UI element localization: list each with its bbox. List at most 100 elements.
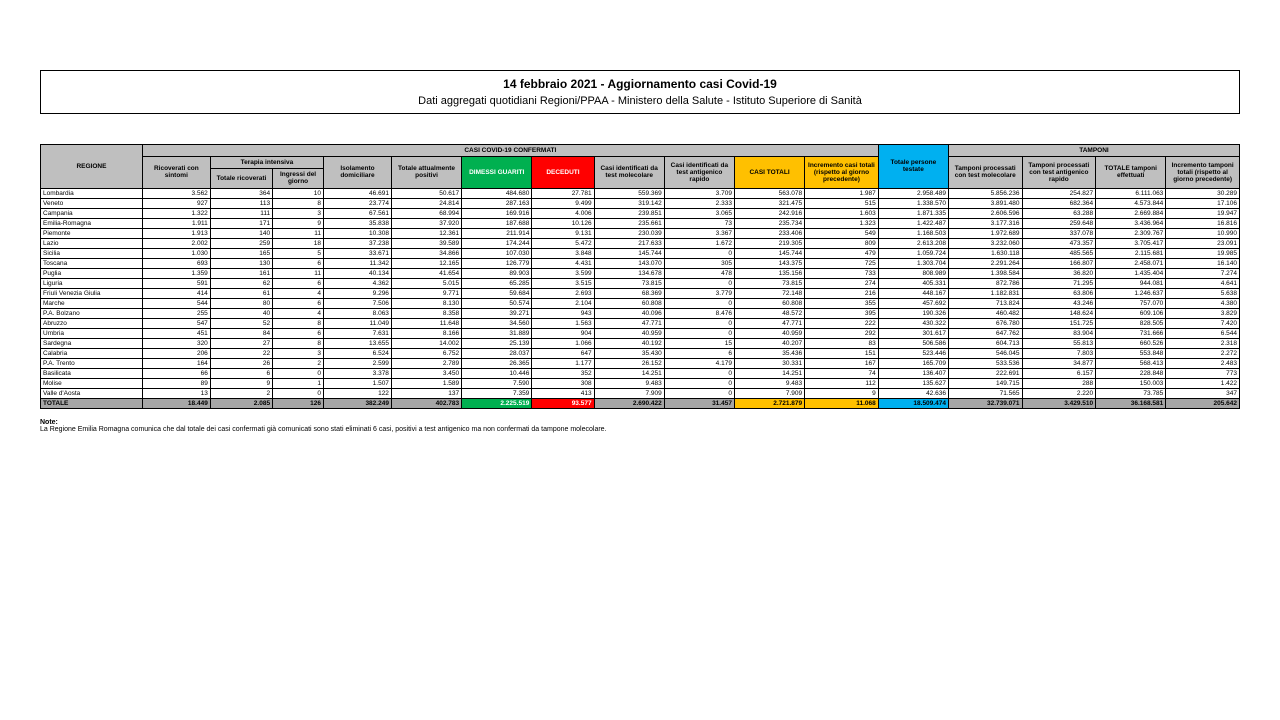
data-cell: 14.002: [391, 338, 461, 348]
data-cell: 1.672: [664, 238, 734, 248]
total-row: TOTALE18.4492.085126382.249402.7832.225.…: [41, 398, 1240, 408]
data-cell: 84: [210, 328, 272, 338]
data-cell: 3.429.510: [1022, 398, 1096, 408]
region-cell: P.A. Bolzano: [41, 308, 143, 318]
data-cell: 8.476: [664, 308, 734, 318]
data-cell: 35.430: [594, 348, 664, 358]
data-cell: 10.990: [1166, 228, 1240, 238]
data-cell: 3.709: [664, 188, 734, 198]
table-row: Marche5448067.5068.13050.5742.10460.8080…: [41, 298, 1240, 308]
data-cell: 165: [210, 248, 272, 258]
data-cell: 34.560: [462, 318, 532, 328]
region-cell: Marche: [41, 298, 143, 308]
data-cell: 122: [324, 388, 392, 398]
data-cell: 1.589: [391, 378, 461, 388]
data-cell: 944.081: [1096, 278, 1166, 288]
data-cell: 430.322: [878, 318, 948, 328]
data-cell: 451: [142, 328, 210, 338]
data-cell: 30.331: [734, 358, 804, 368]
data-cell: 40.096: [594, 308, 664, 318]
data-cell: 11.068: [805, 398, 879, 408]
data-cell: 1.630.118: [948, 248, 1022, 258]
col-7: DECEDUTI: [532, 157, 594, 188]
data-cell: 473.357: [1022, 238, 1096, 248]
data-cell: 287.163: [462, 198, 532, 208]
data-cell: 8: [273, 338, 324, 348]
data-cell: 1.911: [142, 218, 210, 228]
data-cell: 50.617: [391, 188, 461, 198]
data-cell: 4.641: [1166, 278, 1240, 288]
data-cell: 255: [142, 308, 210, 318]
data-cell: 9.483: [734, 378, 804, 388]
data-cell: 39.271: [462, 308, 532, 318]
data-cell: 2.115.681: [1096, 248, 1166, 258]
data-cell: 73.815: [594, 278, 664, 288]
data-cell: 6: [273, 298, 324, 308]
data-cell: 2.789: [391, 358, 461, 368]
data-cell: 364: [210, 188, 272, 198]
data-cell: 37.920: [391, 218, 461, 228]
report-subtitle: Dati aggregati quotidiani Regioni/PPAA -…: [49, 95, 1231, 107]
table-row: Liguria5916264.3625.01565.2853.51573.815…: [41, 278, 1240, 288]
region-cell: Sicilia: [41, 248, 143, 258]
data-cell: 219.305: [734, 238, 804, 248]
data-cell: 9.771: [391, 288, 461, 298]
table-row: Emilia-Romagna1.911171935.83837.920187.6…: [41, 218, 1240, 228]
data-cell: 230.039: [594, 228, 664, 238]
data-cell: 26: [210, 358, 272, 368]
data-cell: 1.435.404: [1096, 268, 1166, 278]
data-cell: 12.165: [391, 258, 461, 268]
data-cell: 3.599: [532, 268, 594, 278]
data-cell: 13.655: [324, 338, 392, 348]
data-cell: 52: [210, 318, 272, 328]
data-cell: 40.959: [594, 328, 664, 338]
data-cell: 0: [273, 368, 324, 378]
table-row: Sicilia1.030165533.67134.866107.0303.848…: [41, 248, 1240, 258]
data-cell: 113: [210, 198, 272, 208]
data-cell: 4.431: [532, 258, 594, 268]
data-cell: 523.446: [878, 348, 948, 358]
data-cell: 3.450: [391, 368, 461, 378]
data-cell: 9.296: [324, 288, 392, 298]
data-cell: 60.808: [734, 298, 804, 308]
data-cell: 1.398.584: [948, 268, 1022, 278]
data-cell: 553.848: [1096, 348, 1166, 358]
data-cell: 143.070: [594, 258, 664, 268]
data-cell: 228.848: [1096, 368, 1166, 378]
data-cell: 32.739.071: [948, 398, 1022, 408]
region-cell: Emilia-Romagna: [41, 218, 143, 228]
data-cell: 3.378: [324, 368, 392, 378]
data-cell: 30.289: [1166, 188, 1240, 198]
data-cell: 1.913: [142, 228, 210, 238]
data-cell: 0: [664, 248, 734, 258]
data-cell: 41.654: [391, 268, 461, 278]
table-row: Valle d'Aosta13201221377.3594137.90907.9…: [41, 388, 1240, 398]
data-cell: 3.891.480: [948, 198, 1022, 208]
data-cell: 60.808: [594, 298, 664, 308]
data-cell: 8: [273, 198, 324, 208]
data-cell: 171: [210, 218, 272, 228]
data-cell: 235.734: [734, 218, 804, 228]
data-cell: 460.482: [948, 308, 1022, 318]
region-cell: Calabria: [41, 348, 143, 358]
data-cell: 5.472: [532, 238, 594, 248]
data-cell: 355: [805, 298, 879, 308]
data-cell: 40.192: [594, 338, 664, 348]
data-cell: 2.309.767: [1096, 228, 1166, 238]
data-cell: 205.642: [1166, 398, 1240, 408]
data-cell: 46.691: [324, 188, 392, 198]
data-cell: 544: [142, 298, 210, 308]
data-cell: 8: [273, 318, 324, 328]
table-row: P.A. Bolzano2554048.0638.35839.27194340.…: [41, 308, 1240, 318]
data-cell: 0: [664, 388, 734, 398]
data-cell: 27.781: [532, 188, 594, 198]
data-cell: 18.449: [142, 398, 210, 408]
data-cell: 50.574: [462, 298, 532, 308]
data-cell: 274: [805, 278, 879, 288]
data-cell: 872.786: [948, 278, 1022, 288]
data-cell: 6.524: [324, 348, 392, 358]
data-cell: 485.565: [1022, 248, 1096, 258]
region-cell: Campania: [41, 208, 143, 218]
data-cell: 484.680: [462, 188, 532, 198]
data-cell: 15: [664, 338, 734, 348]
